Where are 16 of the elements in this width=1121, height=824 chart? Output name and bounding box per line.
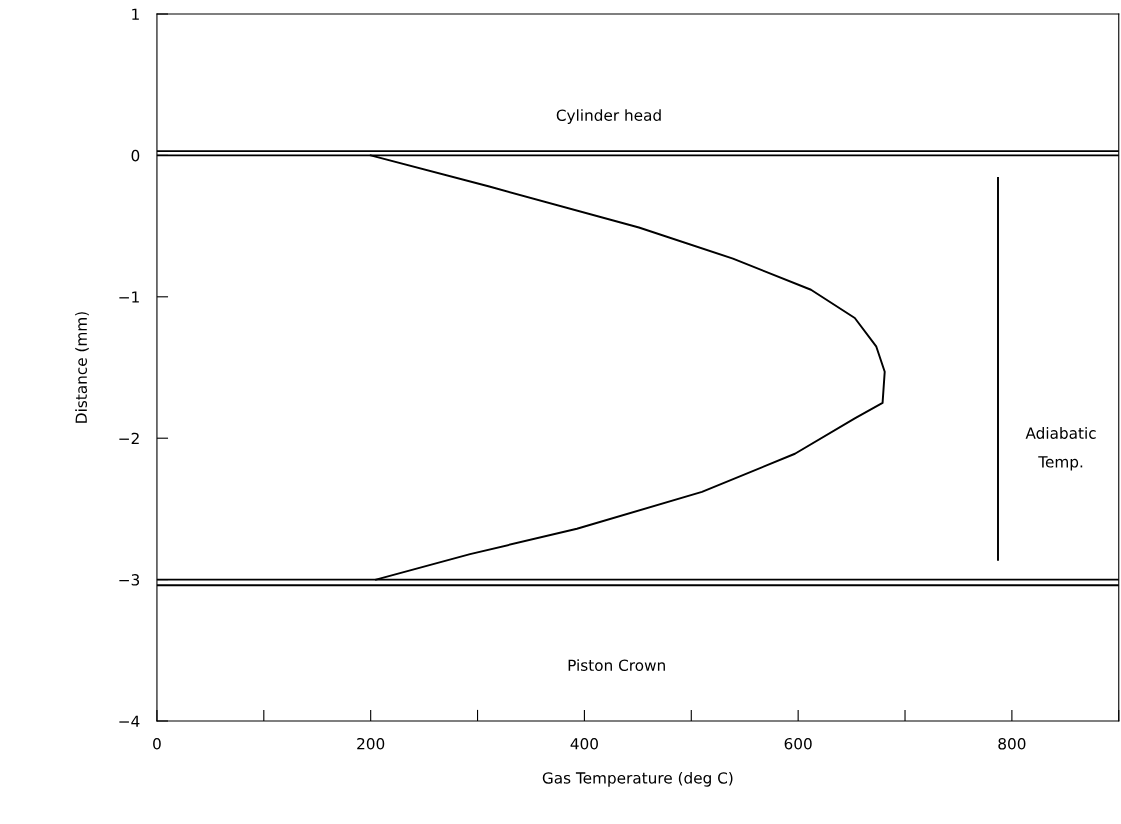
annotation: Cylinder head bbox=[556, 109, 661, 124]
y-tick-label: −3 bbox=[119, 574, 140, 586]
x-tick-label: 0 bbox=[153, 737, 161, 750]
y-tick-label: 1 bbox=[132, 8, 139, 20]
x-tick-label: 800 bbox=[998, 737, 1026, 750]
x-tick-label: 600 bbox=[784, 737, 812, 750]
x-tick-label: 400 bbox=[570, 737, 598, 750]
y-tick-label: −1 bbox=[119, 291, 139, 303]
y-tick-label: −2 bbox=[119, 432, 139, 445]
y-tick-label: −4 bbox=[119, 715, 140, 727]
annotation: Piston Crown bbox=[568, 659, 665, 671]
annotation: Adiabatic Temp. bbox=[1025, 427, 1096, 471]
x-tick-label: 200 bbox=[357, 737, 385, 750]
x-axis-title: Gas Temperature (deg C) bbox=[542, 771, 733, 787]
y-axis-title: Distance (mm) bbox=[75, 312, 89, 423]
y-tick-label: 0 bbox=[131, 149, 140, 162]
